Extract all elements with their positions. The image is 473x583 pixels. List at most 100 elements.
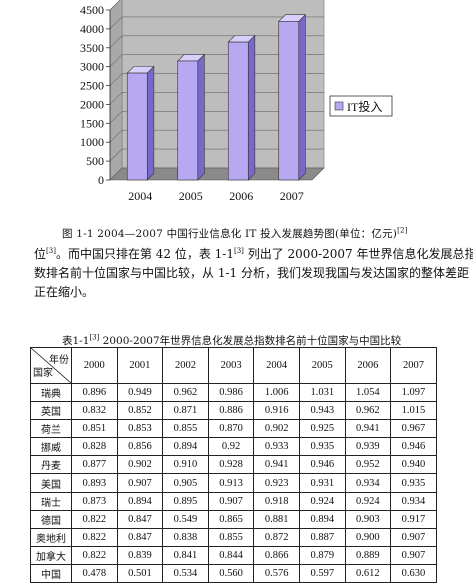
table-row: 英国 0.832 0.852 0.871 0.886 0.916 0.943 0.962 1.0… <box>30 401 437 421</box>
paragraph-line-1: 位[3]。而中国只排在第 42 位，表 1-1[3] 列出了 2000-2007… <box>34 245 473 264</box>
value-cell: 0.913 <box>207 473 255 493</box>
gridline <box>109 148 324 162</box>
table-caption-prefix: 表1-1 <box>62 335 90 347</box>
value-cell: 0.612 <box>344 563 392 583</box>
year-header: 2000 <box>71 347 118 384</box>
value-cell: 0.879 <box>298 545 346 565</box>
value-cell: 0.907 <box>390 527 437 547</box>
year-header: 2003 <box>207 347 255 384</box>
chart-gridlines <box>109 0 324 181</box>
value-cell: 0.967 <box>390 419 437 439</box>
value-cell: 0.847 <box>116 509 164 529</box>
table-caption: 表1-1[3] 2000-2007年世界信息化发展总指数排名前十位国家与中国比较 <box>62 333 401 348</box>
value-cell: 0.871 <box>162 401 209 421</box>
value-cell: 0.917 <box>390 509 437 529</box>
paragraph-text: 位 <box>34 247 47 261</box>
gridline <box>109 167 324 181</box>
country-cell: 荷兰 <box>30 419 72 439</box>
value-cell: 0.478 <box>71 563 118 583</box>
value-cell: 0.962 <box>162 382 209 403</box>
chart-legend: IT投入 <box>329 95 393 117</box>
bar-front <box>278 21 300 181</box>
value-cell: 0.832 <box>71 401 118 421</box>
legend-label: IT投入 <box>347 99 382 114</box>
table-header-row: 年份 国家 2000 2001 2002 2003 2004 2005 2006… <box>30 347 437 384</box>
x-tick-label: 2004 <box>128 189 152 203</box>
value-cell: 0.844 <box>207 545 255 565</box>
bar-side <box>146 65 155 181</box>
chart-background <box>109 0 325 181</box>
country-cell: 英国 <box>30 401 72 421</box>
value-cell: 0.828 <box>71 437 118 457</box>
corner-label-year: 年份 <box>49 355 69 366</box>
value-cell: 0.896 <box>71 382 118 403</box>
it-investment-chart: 0 500 1000 1500 2000 2500 3000 3500 4000 4500 200… <box>80 0 393 203</box>
value-cell: 0.855 <box>207 527 255 547</box>
value-cell: 1.006 <box>253 382 300 403</box>
value-cell: 0.560 <box>207 563 255 583</box>
figure-caption-text: 图 1-1 2004—2007 中国行业信息化 IT 投入发展趋势图(单位：亿元… <box>62 228 398 240</box>
value-cell: 0.894 <box>162 437 209 457</box>
value-cell: 0.841 <box>162 545 209 565</box>
y-axis-ticks: 0 500 1000 1500 2000 2500 3000 3500 4000 4500 <box>80 3 110 187</box>
y-tick-label: 500 <box>86 154 104 168</box>
value-cell: 0.907 <box>390 545 437 565</box>
gridline <box>109 35 324 48</box>
value-cell: 0.902 <box>116 455 164 475</box>
value-cell: 0.939 <box>344 437 392 457</box>
value-cell: 0.949 <box>116 382 164 403</box>
value-cell: 0.894 <box>298 509 346 529</box>
bar-front <box>126 72 148 181</box>
gridline <box>109 111 324 124</box>
value-cell: 0.873 <box>71 491 118 511</box>
value-cell: 0.907 <box>116 473 164 493</box>
value-cell: 0.887 <box>298 527 346 547</box>
value-cell: 0.838 <box>162 527 209 547</box>
ranking-table: 年份 国家 2000 2001 2002 2003 2004 2005 2006… <box>30 347 437 583</box>
table-body: 瑞典 0.896 0.949 0.962 0.986 1.006 1.031 1.054 1.0… <box>30 382 437 583</box>
year-header: 2005 <box>298 347 346 384</box>
value-cell: 0.534 <box>162 563 209 583</box>
paragraph-line-3: 正在缩小。 <box>34 285 95 299</box>
value-cell: 0.941 <box>253 455 300 475</box>
year-header: 2004 <box>253 347 300 384</box>
value-cell: 0.928 <box>207 455 255 475</box>
gridline <box>109 16 324 30</box>
value-cell: 0.952 <box>344 455 392 475</box>
table-row: 瑞士 0.873 0.894 0.895 0.907 0.918 0.924 0.924 0.9… <box>30 491 437 511</box>
value-cell: 0.923 <box>253 473 300 493</box>
y-tick-label: 2000 <box>80 97 104 111</box>
country-cell: 中国 <box>30 563 72 583</box>
gridline <box>109 92 324 105</box>
body-paragraph: 位[3]。而中国只排在第 42 位，表 1-1[3] 列出了 2000-2007… <box>34 245 473 302</box>
value-cell: 0.549 <box>162 509 209 529</box>
y-tick-label: 3500 <box>80 41 104 55</box>
value-cell: 0.941 <box>344 419 392 439</box>
value-cell: 0.918 <box>253 491 300 511</box>
legend-box <box>329 95 393 117</box>
legend-swatch <box>334 101 344 111</box>
paragraph-text: 。而中国只排在第 42 位，表 1-1 <box>55 247 234 261</box>
x-tick-label: 2005 <box>179 189 203 203</box>
value-cell: 0.940 <box>390 455 437 475</box>
country-cell: 丹麦 <box>30 455 72 475</box>
value-cell: 0.924 <box>344 491 392 511</box>
value-cell: 0.946 <box>390 437 437 457</box>
chart-bars <box>126 14 307 181</box>
table-row: 奥地利 0.822 0.847 0.838 0.855 0.872 0.887 0.900 0.… <box>30 527 437 547</box>
value-cell: 0.910 <box>162 455 209 475</box>
bar-front <box>227 41 249 181</box>
table-corner-cell: 年份 国家 <box>30 347 72 384</box>
country-cell: 瑞士 <box>30 491 72 511</box>
table-row: 荷兰 0.851 0.853 0.855 0.870 0.902 0.925 0.941 0.9… <box>30 419 437 439</box>
table-row: 德国 0.822 0.847 0.549 0.865 0.881 0.894 0.903 0.9… <box>30 509 437 529</box>
citation-ref: [3] <box>233 247 244 255</box>
value-cell: 0.870 <box>207 419 255 439</box>
value-cell: 0.986 <box>207 382 255 403</box>
corner-label-country: 国家 <box>33 368 53 379</box>
value-cell: 0.934 <box>390 491 437 511</box>
value-cell: 0.893 <box>71 473 118 493</box>
value-cell: 0.822 <box>71 545 118 565</box>
country-cell: 瑞典 <box>30 382 72 403</box>
x-axis-ticks: 2004 2005 2006 2007 <box>128 189 304 203</box>
